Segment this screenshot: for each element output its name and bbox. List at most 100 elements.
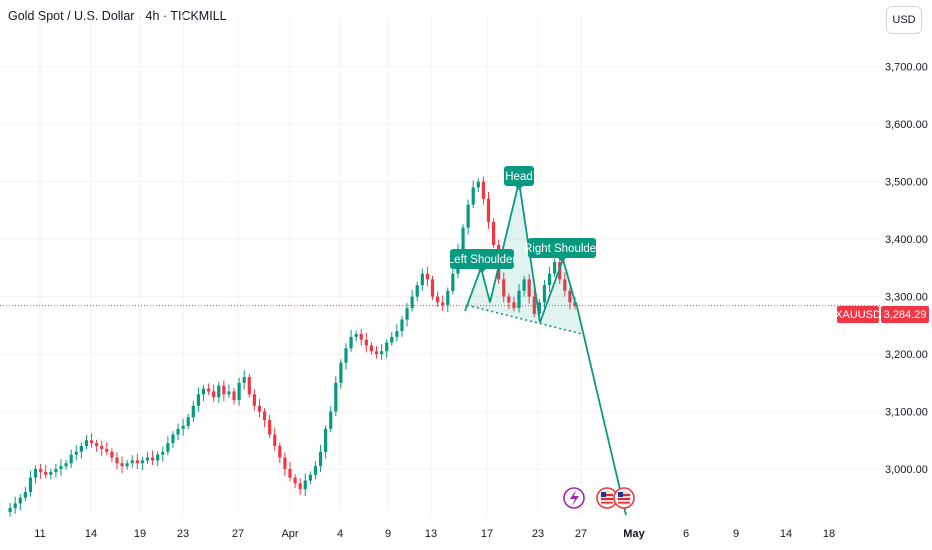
price-tick-label: 3,500.00 [885,177,928,189]
candle-body [33,469,38,478]
candle-body [222,385,226,395]
candle-body [441,302,445,306]
us-flag-event-icon[interactable] [613,487,635,509]
symbol-tag[interactable]: XAUUSD [835,306,881,323]
candle-body [166,443,170,452]
candle-body [64,463,68,467]
candle-body [481,181,485,199]
svg-text:Left Shoulder: Left Shoulder [448,254,517,266]
price-tick-label: 3,000.00 [885,464,928,476]
price-tick-label: 3,400.00 [885,234,928,246]
candle-body [553,262,557,274]
time-tick-label: 27 [232,528,244,540]
candle-body [110,451,114,458]
head-label: Head [504,166,534,190]
candle-body [44,471,48,475]
price-tick-label: 3,600.00 [885,119,928,131]
candle-body [125,463,129,467]
candle-body [268,420,272,435]
candle-body [385,342,389,352]
candle-body [430,279,435,297]
candle-body [466,204,470,228]
candle-body [563,279,567,291]
candle-body [115,457,119,464]
candle-body [537,302,541,314]
candle-body [395,331,399,337]
candle-body [120,463,124,467]
time-tick-label: 9 [733,528,739,540]
candle-body [217,385,221,398]
last-price-label: 3,284.29 [884,309,927,321]
candle-body [435,296,440,303]
svg-text:Right Shoulder: Right Shoulder [524,243,600,255]
time-tick-label: 13 [425,528,437,540]
time-tick-label: 11 [34,528,45,540]
chart-title: Gold Spot / U.S. Dollar · 4h · TICKMILL [8,9,227,23]
candle-body [568,290,572,303]
candle-body [354,333,358,337]
time-tick-label: Apr [281,528,298,540]
candle-body [359,333,363,340]
candle-body [405,308,409,320]
candle-body [527,279,531,297]
candle-body [54,469,58,472]
candle-body [298,483,302,490]
candle-body [390,336,394,343]
candle-body [547,273,552,286]
time-tick-label: 14 [85,528,97,540]
price-tick-label: 3,300.00 [885,292,928,304]
candle-body [303,480,307,490]
candle-body [227,391,231,395]
session-separators [39,15,582,515]
candle-body [318,451,323,467]
candle-body [181,425,185,429]
candle-body [212,391,216,398]
candle-body [176,428,180,435]
candle-body [130,460,134,464]
candle-body [293,477,297,484]
time-tick-label: May [623,528,645,540]
time-axis[interactable]: 11 14 19 23 27 Apr 4 9 13 17 23 27 May 6 9 14 18 [34,528,835,540]
time-tick-label: 9 [385,528,391,540]
earnings-event-icon[interactable] [563,487,585,509]
candle-body [105,448,109,452]
last-price-badge: 3,284.29 [881,306,929,323]
candle-body [95,443,99,447]
price-axis[interactable]: 3,000.00 3,100.00 3,200.00 3,300.00 3,400.00… [885,62,928,476]
candle-body [161,451,165,455]
candle-body [446,290,450,306]
candle-body [59,466,63,470]
candle-body [28,477,33,493]
candle-body [191,405,195,418]
time-tick-label: 17 [481,528,493,540]
right-shoulder-label: Right Shoulder [524,238,600,262]
time-tick-label: 23 [532,528,544,540]
time-tick-label: 19 [134,528,146,540]
candle-body [23,492,27,498]
time-tick-label: 18 [823,528,835,540]
candle-body [150,457,155,461]
candle-body [100,446,104,449]
candle-body [461,227,465,251]
candle-body [288,469,292,478]
candle-body [18,497,22,504]
candle-body [237,382,241,401]
candle-body [247,377,251,395]
time-tick-label: 6 [683,528,689,540]
candle-body [334,382,338,412]
us-flag-event-icon[interactable] [596,487,618,509]
event-icons[interactable] [563,487,635,509]
candle-body [257,405,262,412]
candle-body [69,454,73,464]
candle-body [339,362,343,383]
candle-body [344,348,348,363]
candle-body [364,339,368,346]
currency-button[interactable]: USD [886,6,922,34]
candle-body [89,440,94,444]
pattern-fill [465,181,582,334]
candle-body [313,466,318,475]
candle-body [491,221,496,245]
price-tick-label: 3,100.00 [885,407,928,419]
candle-body [273,434,277,447]
